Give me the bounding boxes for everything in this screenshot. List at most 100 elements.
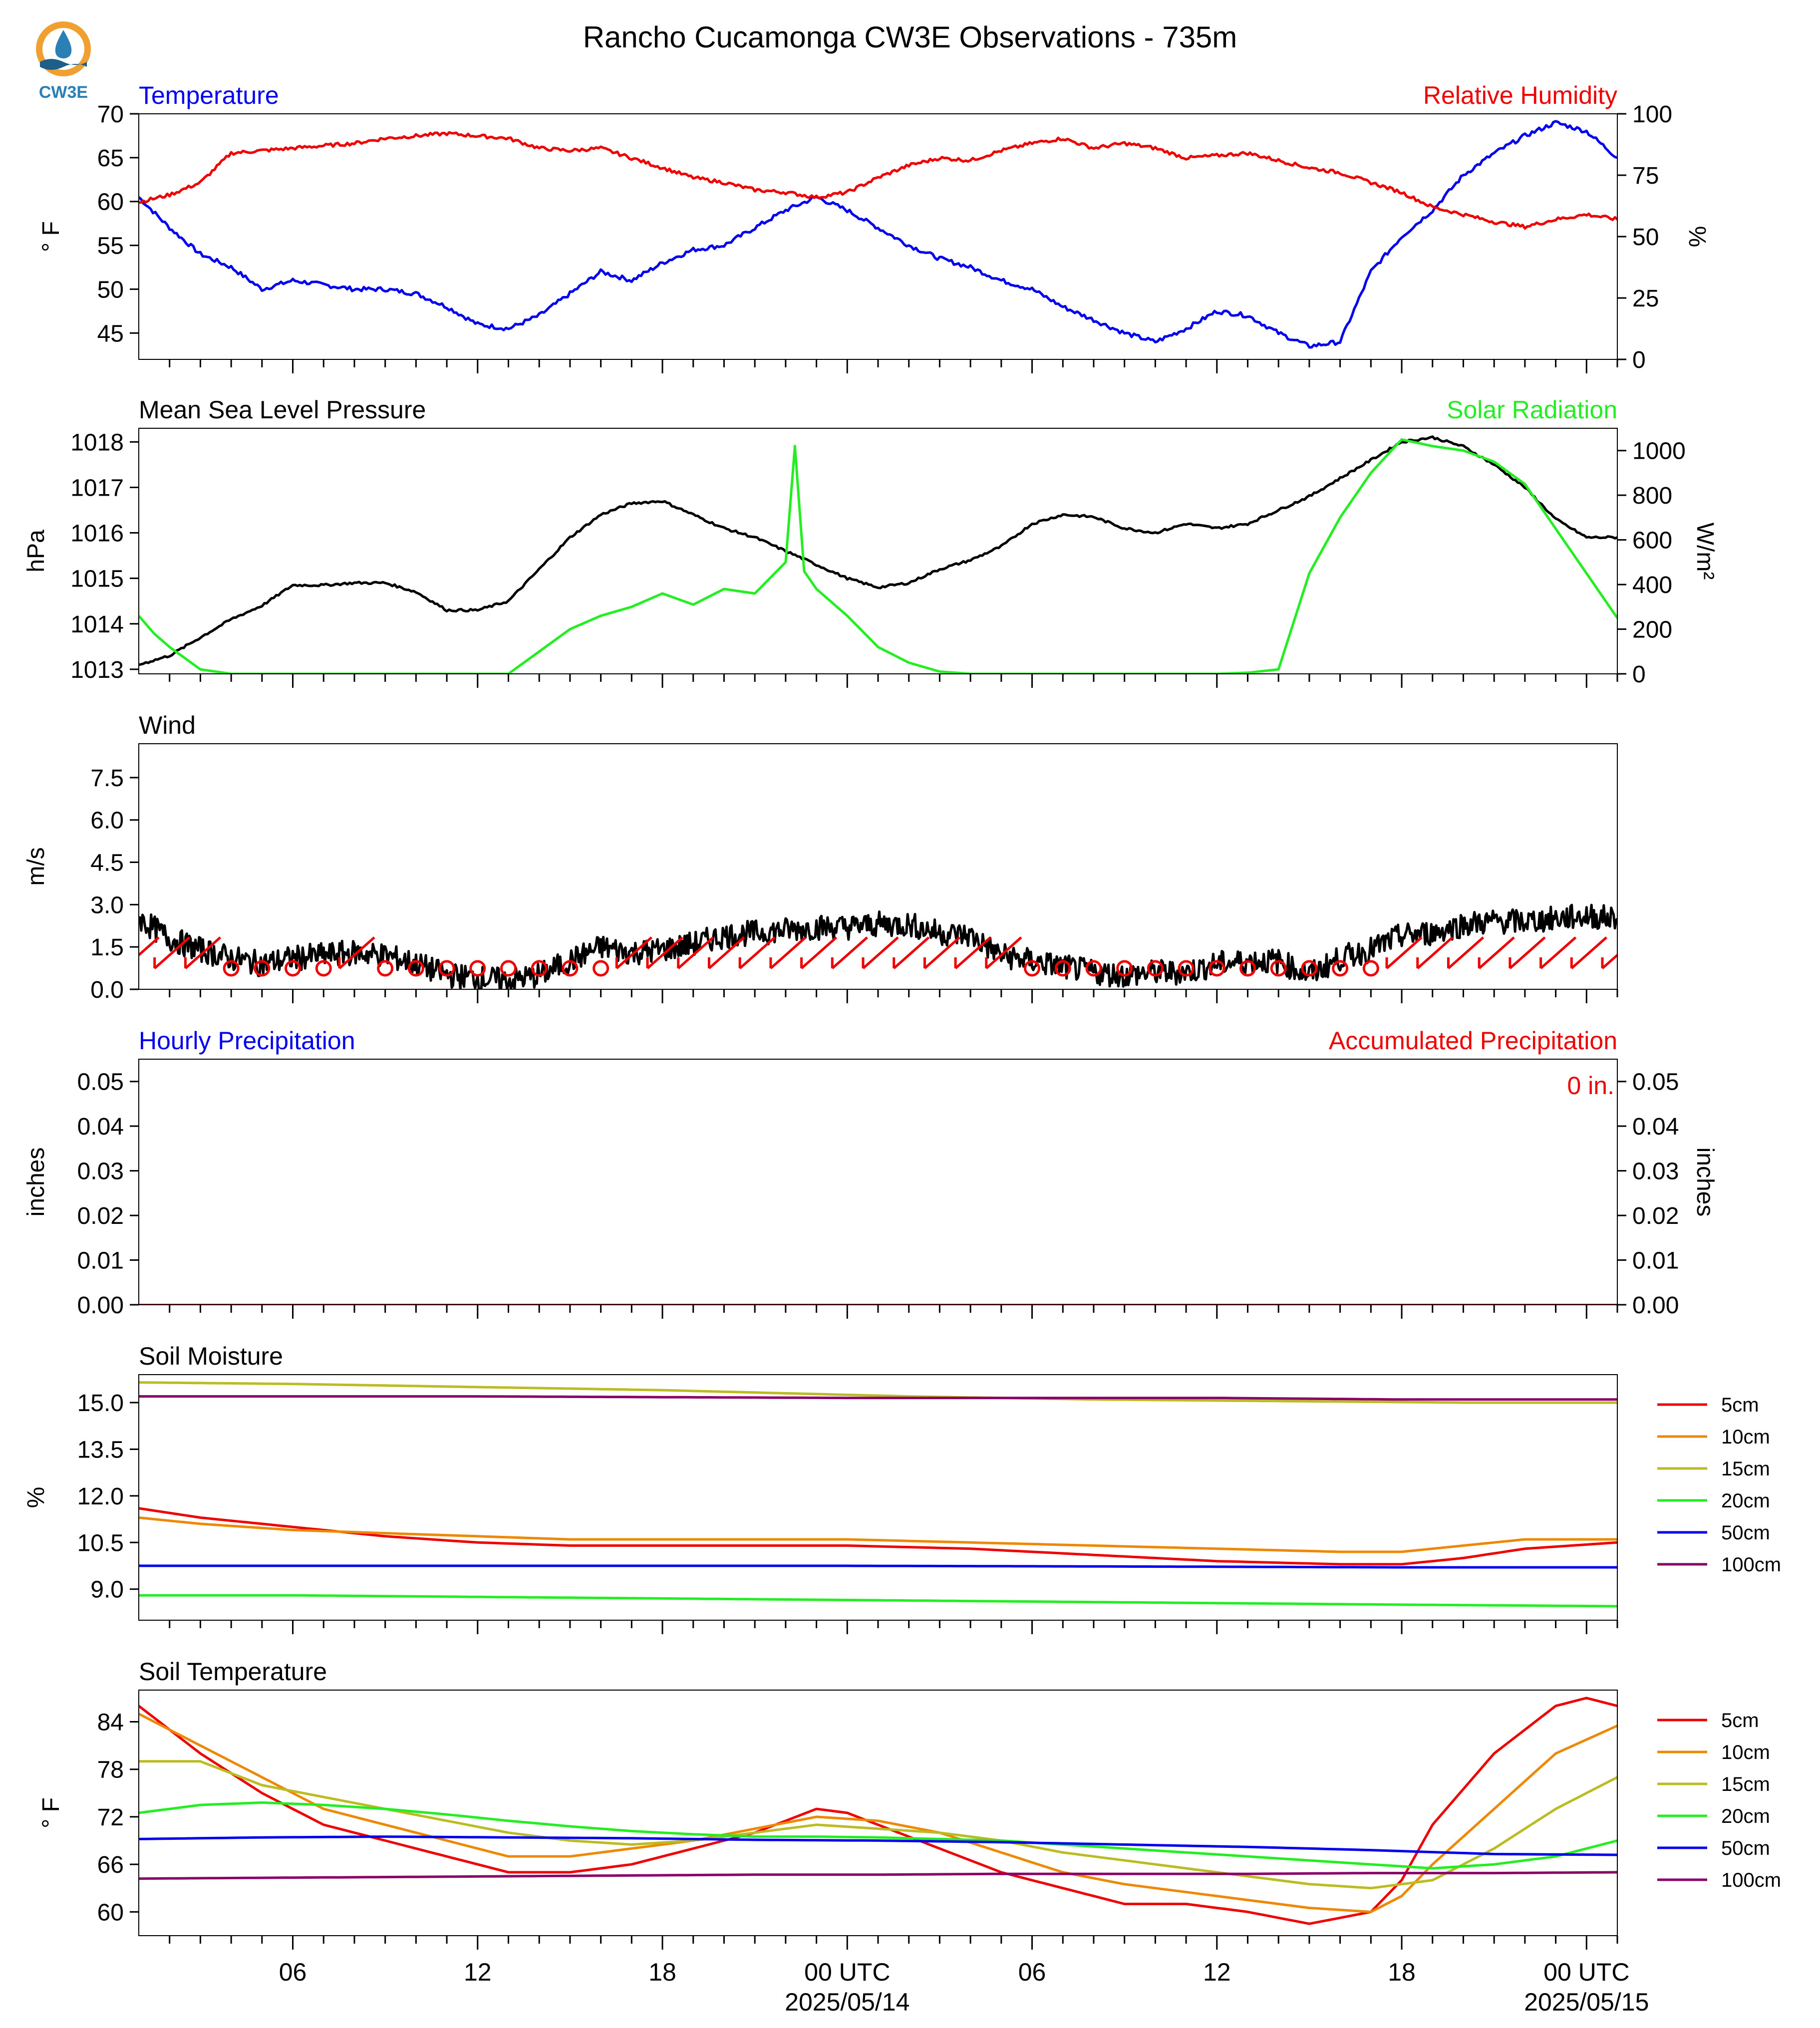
wind-barb — [1447, 936, 1485, 969]
legend-label: 50cm — [1721, 1522, 1770, 1544]
wind-barb-calm — [593, 960, 609, 977]
wind-title-left: Wind — [139, 711, 196, 739]
precip-title-left: Hourly Precipitation — [139, 1027, 355, 1055]
wind-barb — [677, 936, 714, 969]
wind-barb-calm — [1301, 960, 1318, 977]
wind-panel: Wind 0.0 1.5 3.0 4.5 6.0 7.5 m/s — [23, 711, 1618, 1003]
y-tick-label: 70 — [97, 101, 124, 128]
x-tick-label: 18 — [648, 1958, 676, 1986]
temp_rh-ylabel-right: % — [1684, 226, 1710, 248]
x-tick-label: 00 UTC — [804, 1958, 890, 1986]
pressure_solar-title-right: Solar Radiation — [1447, 396, 1617, 424]
pressure_solar-series-solar-radiation — [139, 438, 1617, 674]
wind-barb — [1509, 936, 1546, 969]
wind-barb-calm — [1085, 960, 1102, 977]
pressure_solar-series-mean-sea-level-pressure — [139, 435, 1617, 666]
y-tick-label: 1015 — [70, 566, 124, 592]
wind-barb — [1570, 936, 1607, 969]
precip-panel: Hourly Precipitation Accumulated Precipit… — [23, 1027, 1718, 1319]
y-tick-label: 60 — [97, 189, 124, 216]
wind-barb-calm — [1270, 960, 1287, 977]
soil_temp-series-5cm — [139, 1697, 1617, 1925]
chart-title: Rancho Cucamonga CW3E Observations - 735… — [583, 20, 1237, 54]
soil_moisture-frame — [138, 1374, 1618, 1621]
y-tick-label-right: 100 — [1632, 101, 1672, 128]
soil_moisture-series-15cm — [139, 1381, 1617, 1404]
wind-barb — [738, 936, 776, 969]
y-tick-label: 0.02 — [77, 1203, 124, 1229]
wind-barb-calm — [1239, 960, 1256, 977]
y-tick-label-right: 400 — [1632, 572, 1672, 598]
soil_temp-frame — [138, 1690, 1618, 1936]
legend-label: 10cm — [1721, 1741, 1770, 1763]
y-tick-label: 13.5 — [77, 1437, 124, 1463]
y-tick-label: 78 — [97, 1757, 124, 1783]
wind-barb-calm — [223, 960, 240, 977]
legend-label: 100cm — [1721, 1554, 1781, 1576]
y-tick-label: 66 — [97, 1852, 124, 1878]
wind-barb-calm — [1054, 960, 1071, 977]
y-tick-label: 1017 — [70, 475, 124, 501]
legend-label: 15cm — [1721, 1458, 1770, 1480]
wind-barb — [646, 936, 683, 969]
y-tick-label-right: 0 — [1632, 661, 1646, 688]
y-tick-label: 1014 — [70, 611, 124, 638]
soil_moisture-series-5cm — [139, 1507, 1617, 1566]
y-tick-label: 12.0 — [77, 1483, 124, 1510]
wind-ylabel-left: m/s — [23, 847, 49, 885]
y-tick-label: 1013 — [70, 657, 124, 683]
y-tick-label-right: 0.03 — [1632, 1159, 1679, 1185]
wind-barb-calm — [1362, 960, 1379, 977]
y-tick-label: 0.0 — [90, 977, 124, 1003]
y-tick-label-right: 0.02 — [1632, 1203, 1679, 1229]
y-tick-label: 50 — [97, 277, 124, 303]
wind-barb — [831, 936, 868, 969]
x-date-label: 2025/05/14 — [785, 1988, 910, 2016]
wind-barb-calm — [1024, 960, 1041, 977]
wind-barb-calm — [469, 960, 486, 977]
y-tick-label: 1.5 — [90, 934, 124, 961]
wave-icon — [40, 59, 87, 70]
wind-barb — [1385, 936, 1423, 969]
wind-barb — [184, 936, 222, 969]
legend-label: 50cm — [1721, 1837, 1770, 1859]
pressure_solar-panel: Mean Sea Level Pressure Solar Radiation 10… — [23, 396, 1718, 688]
soil_temp-ylabel-left: ° F — [38, 1797, 64, 1828]
y-tick-label-right: 75 — [1632, 163, 1659, 189]
y-tick-label: 1018 — [70, 429, 124, 456]
wind-barb-calm — [438, 960, 455, 977]
soil_moisture-series-50cm — [139, 1564, 1617, 1569]
x-tick-label: 12 — [1203, 1958, 1231, 1986]
temp_rh-ylabel-left: ° F — [38, 221, 64, 252]
y-tick-label: 45 — [97, 320, 124, 347]
y-tick-label: 3.0 — [90, 892, 124, 918]
x-tick-label: 18 — [1388, 1958, 1416, 1986]
legend-label: 20cm — [1721, 1490, 1770, 1512]
precip-frame — [138, 1059, 1618, 1305]
temp_rh-panel: Temperature Relative Humidity 45 50 55 60 65 70… — [38, 81, 1710, 373]
y-tick-label-right: 0.05 — [1632, 1069, 1679, 1096]
y-tick-label: 0.03 — [77, 1159, 124, 1185]
wind-barb-calm — [1116, 960, 1133, 977]
temp_rh-series-relative-humidity — [139, 131, 1617, 230]
soil_temp-series-20cm — [139, 1801, 1617, 1870]
x-tick-label: 06 — [1018, 1958, 1046, 1986]
y-tick-label: 7.5 — [90, 765, 124, 792]
wind-barb — [615, 936, 652, 969]
legend-label: 5cm — [1721, 1394, 1759, 1416]
wind-series-wind — [139, 903, 1617, 989]
wind-barb — [923, 936, 961, 969]
wind-barb — [1601, 953, 1617, 969]
wind-barb-calm — [377, 960, 394, 977]
wind-barb — [139, 936, 160, 957]
drop-icon — [55, 30, 72, 58]
pressure_solar-frame — [138, 428, 1618, 674]
wind-barb — [985, 936, 1022, 969]
x-tick-label: 12 — [464, 1958, 492, 1986]
wind-barb — [1539, 936, 1577, 969]
y-tick-label: 55 — [97, 233, 124, 260]
soil_moisture-ylabel-left: % — [23, 1487, 49, 1508]
wind-barb-calm — [562, 960, 579, 977]
cw3e-logo: CW3E — [36, 21, 91, 102]
